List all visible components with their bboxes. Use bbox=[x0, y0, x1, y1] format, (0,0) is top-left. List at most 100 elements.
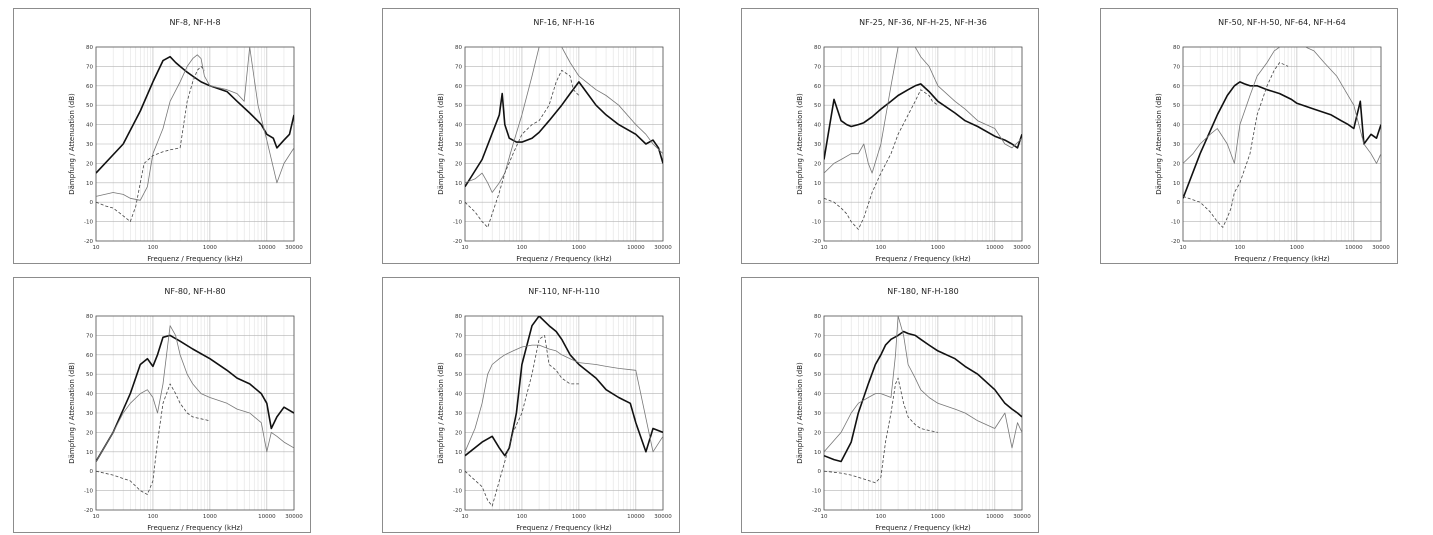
y-tick-label: -10 bbox=[84, 220, 93, 226]
chart-title: NF-8, NF-H-8 bbox=[169, 18, 220, 27]
y-tick-label: 40 bbox=[86, 123, 93, 129]
series-line-dashed bbox=[465, 69, 580, 228]
x-tick-label: 1000 bbox=[1290, 245, 1304, 251]
chart-panel: NF-80, NF-H-80 10 100 1000 10000 30000 -20 -10 0… bbox=[13, 277, 311, 533]
y-tick-label: 70 bbox=[86, 333, 93, 339]
y-tick-label: 30 bbox=[86, 411, 93, 417]
y-tick-label: 10 bbox=[86, 450, 93, 456]
attenuation-chart: NF-8, NF-H-8 10 100 1000 10000 30000 -20 -10 0 10… bbox=[68, 18, 303, 263]
y-tick-label: -10 bbox=[453, 220, 462, 226]
y-axis-label: Dämpfung / Attenuation (dB) bbox=[68, 93, 76, 195]
y-tick-label: 20 bbox=[814, 161, 821, 167]
y-tick-label: 60 bbox=[814, 353, 821, 359]
chart-title: NF-110, NF-H-110 bbox=[528, 287, 599, 296]
x-tick-label: 1000 bbox=[931, 245, 945, 251]
x-tick-label: 10000 bbox=[627, 514, 645, 520]
y-tick-label: -10 bbox=[453, 489, 462, 495]
x-tick-label: 100 bbox=[876, 514, 887, 520]
y-tick-label: -20 bbox=[812, 239, 821, 245]
y-tick-label: -10 bbox=[812, 220, 821, 226]
y-tick-label: 30 bbox=[1173, 142, 1180, 148]
x-tick-label: 30000 bbox=[285, 245, 303, 251]
x-tick-label: 100 bbox=[148, 245, 159, 251]
y-tick-label: 70 bbox=[455, 64, 462, 70]
x-axis-label: Frequenz / Frequency (kHz) bbox=[1234, 255, 1330, 263]
plot-frame bbox=[823, 46, 1023, 242]
x-tick-label: 10 bbox=[462, 514, 469, 520]
y-tick-label: 0 bbox=[1177, 200, 1181, 206]
series-line-dashed bbox=[465, 335, 579, 507]
series-line-thin bbox=[96, 325, 294, 462]
x-tick-label: 30000 bbox=[285, 514, 303, 520]
y-axis-label: Dämpfung / Attenuation (dB) bbox=[437, 93, 445, 195]
x-tick-label: 100 bbox=[517, 245, 528, 251]
x-tick-label: 10000 bbox=[986, 245, 1004, 251]
x-tick-label: 10 bbox=[821, 245, 828, 251]
x-axis-label: Frequenz / Frequency (kHz) bbox=[875, 524, 971, 532]
chart-panel: NF-50, NF-H-50, NF-64, NF-H-64 10 100 1000 1… bbox=[1100, 8, 1398, 264]
series-line-bold bbox=[824, 83, 1022, 160]
y-tick-label: 50 bbox=[86, 372, 93, 378]
y-tick-label: 20 bbox=[86, 161, 93, 167]
x-tick-label: 1000 bbox=[931, 514, 945, 520]
y-tick-label: 30 bbox=[814, 142, 821, 148]
x-tick-label: 10 bbox=[93, 245, 100, 251]
y-tick-label: 70 bbox=[814, 64, 821, 70]
y-tick-label: 0 bbox=[90, 200, 94, 206]
x-tick-label: 100 bbox=[1235, 245, 1246, 251]
y-tick-label: 60 bbox=[86, 353, 93, 359]
y-tick-label: -20 bbox=[453, 508, 462, 514]
y-tick-label: 80 bbox=[455, 45, 462, 51]
y-axis-label: Dämpfung / Attenuation (dB) bbox=[1155, 93, 1163, 195]
y-tick-label: 20 bbox=[1173, 161, 1180, 167]
y-tick-label: 30 bbox=[455, 142, 462, 148]
chart-panel: NF-25, NF-36, NF-H-25, NF-H-36 10 100 1000 1… bbox=[741, 8, 1039, 264]
y-tick-label: 40 bbox=[814, 123, 821, 129]
x-tick-label: 1000 bbox=[203, 514, 217, 520]
y-tick-label: 60 bbox=[455, 353, 462, 359]
y-tick-label: 10 bbox=[86, 181, 93, 187]
x-tick-label: 1000 bbox=[203, 245, 217, 251]
y-tick-label: 30 bbox=[455, 411, 462, 417]
series-line-bold bbox=[465, 81, 663, 188]
series-line-bold bbox=[465, 316, 663, 457]
y-tick-label: 40 bbox=[86, 392, 93, 398]
series-line-thin bbox=[465, 344, 663, 453]
x-tick-label: 30000 bbox=[1013, 245, 1031, 251]
x-axis-label: Frequenz / Frequency (kHz) bbox=[147, 524, 243, 532]
y-tick-label: 80 bbox=[86, 45, 93, 51]
y-tick-label: -20 bbox=[84, 239, 93, 245]
y-tick-label: -20 bbox=[812, 508, 821, 514]
y-tick-label: 20 bbox=[814, 430, 821, 436]
x-tick-label: 10000 bbox=[258, 245, 276, 251]
y-tick-label: 40 bbox=[1173, 123, 1180, 129]
chart-panel: NF-180, NF-H-180 10 100 1000 10000 30000 -20 -1… bbox=[741, 277, 1039, 533]
attenuation-chart: NF-80, NF-H-80 10 100 1000 10000 30000 -20 -10 0… bbox=[68, 287, 303, 532]
y-tick-label: 30 bbox=[814, 411, 821, 417]
y-tick-label: 40 bbox=[455, 392, 462, 398]
y-tick-label: 40 bbox=[814, 392, 821, 398]
y-tick-label: 20 bbox=[86, 430, 93, 436]
y-tick-label: 50 bbox=[814, 372, 821, 378]
attenuation-chart: NF-16, NF-H-16 10 100 1000 10000 30000 -20 -10 0… bbox=[437, 18, 672, 263]
y-tick-label: -20 bbox=[1171, 239, 1180, 245]
y-tick-label: 10 bbox=[455, 181, 462, 187]
x-tick-label: 30000 bbox=[654, 245, 672, 251]
y-tick-label: 80 bbox=[814, 314, 821, 320]
chart-title: NF-25, NF-36, NF-H-25, NF-H-36 bbox=[859, 18, 987, 27]
plot-frame bbox=[464, 46, 664, 242]
x-axis-label: Frequenz / Frequency (kHz) bbox=[516, 524, 612, 532]
plot-frame bbox=[823, 315, 1023, 511]
y-tick-label: 20 bbox=[455, 161, 462, 167]
y-tick-label: 70 bbox=[455, 333, 462, 339]
y-tick-label: 10 bbox=[1173, 181, 1180, 187]
x-tick-label: 10 bbox=[821, 514, 828, 520]
chart-title: NF-180, NF-H-180 bbox=[887, 287, 958, 296]
series-line-dashed bbox=[96, 383, 210, 495]
chart-title: NF-50, NF-H-50, NF-64, NF-H-64 bbox=[1218, 18, 1346, 27]
y-axis-label: Dämpfung / Attenuation (dB) bbox=[796, 93, 804, 195]
chart-panel: NF-110, NF-H-110 10 100 1000 10000 30000 -20 -1… bbox=[382, 277, 680, 533]
